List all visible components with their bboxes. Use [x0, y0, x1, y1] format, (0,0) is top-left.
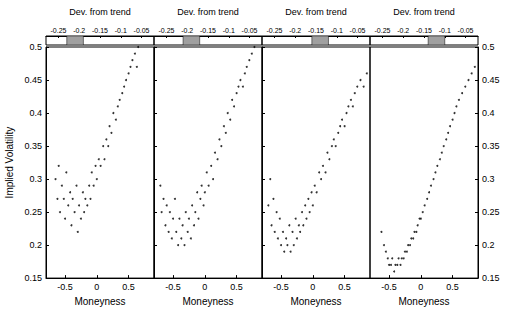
svg-text:Dev. from trend: Dev. from trend: [177, 7, 238, 17]
svg-text:0.2: 0.2: [482, 240, 495, 250]
svg-text:-0.15: -0.15: [200, 27, 216, 34]
svg-text:0: 0: [310, 282, 315, 292]
svg-text:-0.05: -0.05: [242, 27, 258, 34]
svg-text:-0.5: -0.5: [57, 282, 73, 292]
svg-text:0.3: 0.3: [482, 174, 495, 184]
svg-text:-0.15: -0.15: [92, 27, 108, 34]
svg-text:0.5: 0.5: [446, 282, 459, 292]
svg-text:0.3: 0.3: [29, 174, 42, 184]
svg-text:-0.5: -0.5: [381, 282, 397, 292]
svg-text:0.45: 0.45: [482, 75, 500, 85]
svg-text:-0.2: -0.2: [397, 27, 409, 34]
svg-text:0.35: 0.35: [24, 141, 42, 151]
svg-text:0: 0: [202, 282, 207, 292]
svg-text:0.45: 0.45: [24, 75, 42, 85]
svg-text:0.4: 0.4: [482, 108, 495, 118]
svg-text:Dev. from trend: Dev. from trend: [285, 7, 346, 17]
svg-text:0.25: 0.25: [482, 207, 500, 217]
svg-text:-0.25: -0.25: [374, 27, 390, 34]
svg-text:0.5: 0.5: [230, 282, 243, 292]
svg-text:-0.1: -0.1: [115, 27, 127, 34]
svg-text:0.5: 0.5: [29, 42, 42, 52]
svg-text:-0.5: -0.5: [273, 282, 289, 292]
svg-text:-0.05: -0.05: [134, 27, 150, 34]
svg-text:0.15: 0.15: [482, 273, 500, 283]
svg-text:-0.25: -0.25: [158, 27, 174, 34]
svg-text:-0.15: -0.15: [416, 27, 432, 34]
svg-text:0.2: 0.2: [29, 240, 42, 250]
svg-text:-0.5: -0.5: [165, 282, 181, 292]
svg-text:0.25: 0.25: [24, 207, 42, 217]
svg-text:-0.15: -0.15: [308, 27, 324, 34]
svg-text:-0.2: -0.2: [73, 27, 85, 34]
svg-text:Implied Volatility: Implied Volatility: [4, 127, 15, 199]
svg-text:0.15: 0.15: [24, 273, 42, 283]
svg-text:-0.2: -0.2: [181, 27, 193, 34]
svg-text:-0.25: -0.25: [266, 27, 282, 34]
svg-text:-0.05: -0.05: [350, 27, 366, 34]
svg-text:0.5: 0.5: [122, 282, 135, 292]
svg-text:-0.2: -0.2: [289, 27, 301, 34]
svg-text:0: 0: [418, 282, 423, 292]
svg-text:-0.1: -0.1: [439, 27, 451, 34]
svg-text:-0.05: -0.05: [458, 27, 474, 34]
svg-text:-0.1: -0.1: [223, 27, 235, 34]
svg-text:Moneyness: Moneyness: [74, 296, 125, 307]
svg-text:-0.1: -0.1: [331, 27, 343, 34]
svg-text:0.5: 0.5: [482, 42, 495, 52]
svg-text:Dev. from trend: Dev. from trend: [393, 7, 454, 17]
svg-text:Moneyness: Moneyness: [290, 296, 341, 307]
svg-text:0.35: 0.35: [482, 141, 500, 151]
svg-text:Moneyness: Moneyness: [398, 296, 449, 307]
svg-text:0.4: 0.4: [29, 108, 42, 118]
svg-text:Dev. from trend: Dev. from trend: [69, 7, 130, 17]
svg-text:0.5: 0.5: [338, 282, 351, 292]
svg-text:0: 0: [94, 282, 99, 292]
svg-text:-0.25: -0.25: [50, 27, 66, 34]
svg-text:Moneyness: Moneyness: [182, 296, 233, 307]
